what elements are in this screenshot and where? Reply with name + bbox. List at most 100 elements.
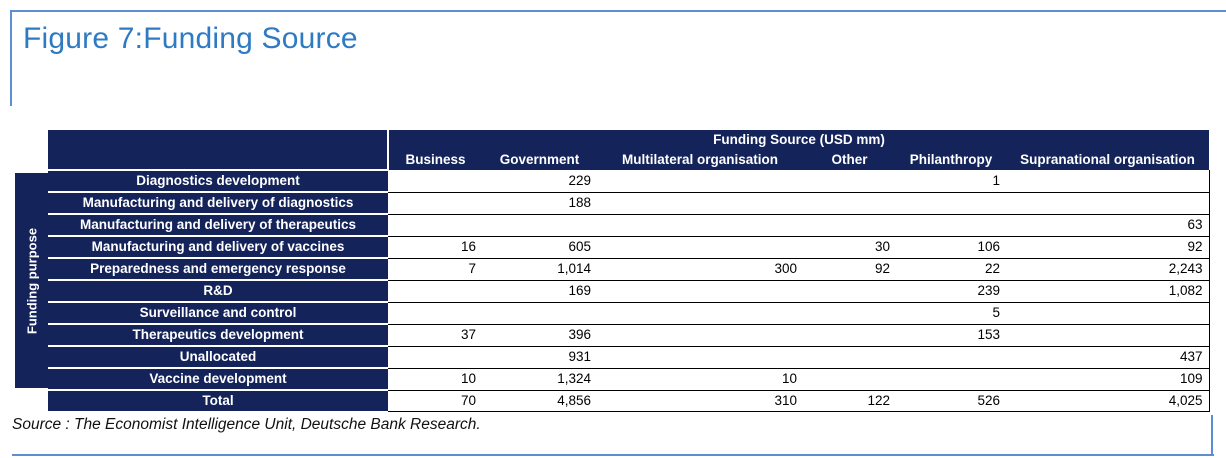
table-cell: 1,014 [482,258,597,281]
table-cell: 4,025 [1006,390,1210,412]
table-cell [482,302,597,325]
row-label: Preparedness and emergency response [48,257,388,280]
row-label: Total [48,389,388,411]
table-cell: 92 [1006,236,1210,259]
table-cell: 37 [388,324,482,347]
table-cell: 526 [896,390,1006,412]
table-row: Manufacturing and delivery of vaccines 16… [48,235,1210,259]
table-cell: 931 [482,346,597,369]
table-cell: 5 [896,302,1006,325]
table-row: Diagnostics development 229 1 [48,169,1210,193]
table-cell [597,346,803,369]
table-cell: 63 [1006,214,1210,237]
table-cell [1006,170,1210,193]
table-cell: 1,324 [482,368,597,391]
table-cell: 10 [597,368,803,391]
table-cell [388,170,482,193]
table-cell: 153 [896,324,1006,347]
row-label: Diagnostics development [48,169,388,192]
table-cell [1006,324,1210,347]
table-cell: 605 [482,236,597,259]
table-cell: 122 [803,390,896,412]
table-cell: 169 [482,280,597,303]
table-cell: 188 [482,192,597,215]
table-cell [1006,192,1210,215]
table-cell [482,214,597,237]
table-cell: 1,082 [1006,280,1210,303]
frame-bottom-rule [12,454,1214,456]
frame-top-rule [10,10,1226,12]
table-cell: 30 [803,236,896,259]
table-cell [803,170,896,193]
table-cell [388,214,482,237]
figure-title: Figure 7:Funding Source [23,22,358,55]
table-cell: 70 [388,390,482,412]
table-cell [597,280,803,303]
row-label: Manufacturing and delivery of diagnostic… [48,191,388,214]
table-cell: 229 [482,170,597,193]
table-cell [896,346,1006,369]
table-cell: 239 [896,280,1006,303]
frame-left-rule [10,10,12,106]
table-cell: 310 [597,390,803,412]
table-row: R&D 169 239 1,082 [48,279,1210,303]
table-cell [597,192,803,215]
table-cell [597,236,803,259]
table-cell [803,214,896,237]
table-cell [388,346,482,369]
group-header: Funding Source (USD mm) [713,132,885,147]
frame-right-rule [1211,415,1213,455]
column-header: Other [831,152,868,167]
table-cell [803,280,896,303]
table-row: Therapeutics development 37 396 153 [48,323,1210,347]
table-cell [896,368,1006,391]
table-cell: 16 [388,236,482,259]
table-cell: 22 [896,258,1006,281]
table-cell: 106 [896,236,1006,259]
table-cell [388,302,482,325]
table-cell [803,192,896,215]
table-cell: 396 [482,324,597,347]
table-row: Preparedness and emergency response 7 1,01… [48,257,1210,281]
column-header: Business [405,152,466,167]
table-cell [896,214,1006,237]
table-cell [1006,302,1210,325]
table-cell: 109 [1006,368,1210,391]
column-header: Multilateral organisation [621,152,779,167]
row-label: Vaccine development [48,367,388,390]
table-cell: 7 [388,258,482,281]
table-cell [597,170,803,193]
table-row: Manufacturing and delivery of therapeuti… [48,213,1210,237]
table-cell [803,302,896,325]
table-cell: 92 [803,258,896,281]
table-row: Vaccine development 10 1,324 10 109 [48,367,1210,391]
table-row: Total 70 4,856 310 122 526 4,025 [48,389,1210,412]
row-label: Unallocated [48,345,388,368]
table-cell: 10 [388,368,482,391]
source-note: Source : The Economist Intelligence Unit… [12,416,481,433]
table-cell [388,280,482,303]
row-label: Therapeutics development [48,323,388,346]
table-cell [597,302,803,325]
table-cell: 437 [1006,346,1210,369]
table-row: Unallocated 931 437 [48,345,1210,369]
column-header: Government [499,152,580,167]
table-row: Manufacturing and delivery of diagnostic… [48,191,1210,215]
table-cell [896,192,1006,215]
table-cell [803,368,896,391]
row-label: Surveillance and control [48,301,388,324]
table-cell [388,192,482,215]
funding-purpose-text: Funding purpose [24,227,39,334]
table-cell: 1 [896,170,1006,193]
table-row: Surveillance and control 5 [48,301,1210,325]
table-body: Diagnostics development 229 1 Manufacturing… [48,169,1210,412]
table-cell: 4,856 [482,390,597,412]
table-cell [597,214,803,237]
group-header-row: Funding Source (USD mm) [48,130,1209,170]
row-label: R&D [48,279,388,302]
header-corner [48,130,389,170]
column-header: Supranational organisation [1020,152,1195,167]
column-header: Philanthropy [909,152,993,167]
funding-purpose-side-label: Funding purpose [15,173,48,388]
row-label: Manufacturing and delivery of vaccines [48,235,388,258]
